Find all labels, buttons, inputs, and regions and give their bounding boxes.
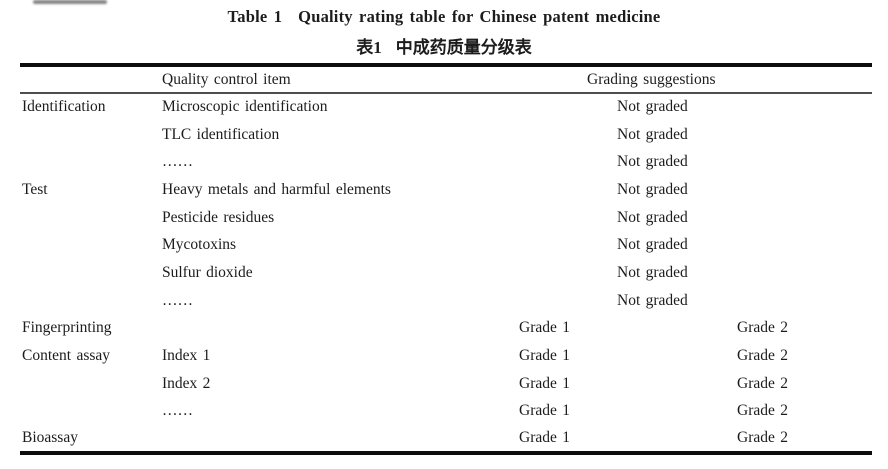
item-cell — [160, 315, 517, 343]
table-row: Pesticide residues Not graded — [20, 204, 872, 232]
table-title-zh-text: 中成药质量分级表 — [395, 38, 532, 57]
table-row: Bioassay Grade 1 Grade 2 — [20, 425, 872, 453]
table-row: Sulfur dioxide Not graded — [20, 259, 872, 287]
table-row: Index 2 Grade 1 Grade 2 — [20, 370, 872, 398]
grade2-cell: Grade 2 — [737, 374, 788, 392]
grading-cell: Not graded — [617, 125, 688, 143]
item-cell: …… — [162, 153, 193, 171]
item-cell: Heavy metals and harmful elements — [162, 180, 391, 198]
item-cell: Pesticide residues — [162, 208, 275, 226]
category-cell — [20, 287, 160, 315]
grade1-cell: Grade 1 — [519, 319, 570, 337]
table-number-label: Table 1 — [227, 7, 283, 26]
table-row: …… Not graded — [20, 287, 872, 315]
item-cell: Index 1 — [162, 347, 211, 365]
grading-cell: Not graded — [617, 236, 688, 254]
category-cell — [20, 370, 160, 398]
grading-cell: Not graded — [617, 263, 688, 281]
table-row: …… Grade 1 Grade 2 — [20, 398, 872, 426]
item-cell: TLC identification — [162, 125, 280, 143]
item-cell: Sulfur dioxide — [162, 263, 253, 281]
table-title-zh: 表1 中成药质量分级表 — [0, 33, 888, 58]
grading-cell: Not graded — [617, 208, 688, 226]
item-cell: …… — [162, 291, 193, 309]
table-row: Test Heavy metals and harmful elements N… — [20, 176, 872, 204]
header-grading-suggestions: Grading suggestions — [517, 65, 873, 94]
category-cell: Fingerprinting — [22, 319, 112, 337]
category-cell: Test — [22, 180, 48, 198]
grading-cell: Not graded — [617, 291, 688, 309]
item-cell — [160, 425, 517, 453]
table-header-row: Quality control item Grading suggestions — [20, 65, 873, 94]
grade1-cell: Grade 1 — [519, 374, 570, 392]
table-row: TLC identification Not graded — [20, 121, 872, 149]
grading-cell: Not graded — [617, 153, 688, 171]
item-cell: Index 2 — [162, 374, 211, 392]
category-cell — [20, 231, 160, 259]
grading-cell: Not graded — [617, 98, 688, 116]
item-cell: …… — [162, 402, 193, 420]
grade2-cell: Grade 2 — [737, 429, 788, 447]
table-title-en: Table 1 Quality rating table for Chinese … — [0, 7, 888, 27]
category-cell: Bioassay — [22, 429, 78, 447]
item-cell: Microscopic identification — [162, 98, 328, 116]
category-cell — [20, 204, 160, 232]
grade1-cell: Grade 1 — [519, 429, 570, 447]
category-cell — [20, 148, 160, 176]
table-number-label-zh: 表1 — [356, 38, 382, 57]
grade2-cell: Grade 2 — [737, 347, 788, 365]
category-cell: Content assay — [22, 347, 111, 365]
item-cell: Mycotoxins — [162, 236, 237, 254]
grade1-cell: Grade 1 — [519, 347, 570, 365]
grade2-cell: Grade 2 — [737, 319, 788, 337]
table-row: Content assay Index 1 Grade 1 Grade 2 — [20, 342, 872, 370]
grade2-cell: Grade 2 — [737, 402, 788, 420]
table-row: Fingerprinting Grade 1 Grade 2 — [20, 315, 872, 343]
table-row: Identification Microscopic identificatio… — [20, 93, 872, 121]
quality-rating-table: Quality control item Grading suggestions… — [20, 63, 873, 455]
cropped-text-artifact — [33, 0, 107, 4]
grading-cell: Not graded — [617, 180, 688, 198]
category-cell — [20, 398, 160, 426]
table-title-en-text: Quality rating table for Chinese patent … — [298, 7, 661, 26]
category-cell — [20, 259, 160, 287]
category-cell: Identification — [22, 98, 106, 116]
header-category-cell — [20, 65, 160, 94]
table-row: …… Not graded — [20, 148, 872, 176]
category-cell — [20, 121, 160, 149]
grade1-cell: Grade 1 — [519, 402, 570, 420]
header-quality-control-item: Quality control item — [160, 65, 517, 94]
table-row: Mycotoxins Not graded — [20, 231, 872, 259]
